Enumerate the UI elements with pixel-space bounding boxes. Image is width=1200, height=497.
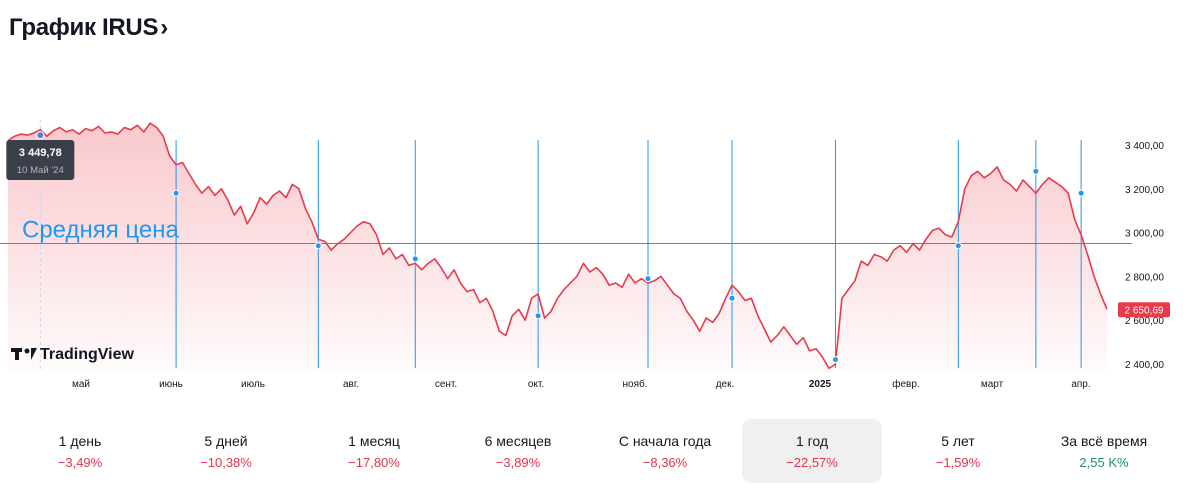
page-title-text: График IRUS <box>9 14 159 41</box>
period-tab[interactable]: 5 лет −1,59% <box>888 419 1028 483</box>
period-change: −8,36% <box>642 455 688 470</box>
x-tick-label: май <box>72 379 90 390</box>
period-change: 2,55 K% <box>1079 455 1129 470</box>
y-tick-label: 2 800,00 <box>1125 272 1164 283</box>
period-change: −17,80% <box>348 455 400 470</box>
last-price-label: 2 650,69 <box>1125 305 1164 316</box>
data-point-marker <box>411 255 419 263</box>
tooltip-box <box>6 140 75 180</box>
average-price-label: Средняя цена <box>22 217 179 244</box>
period-change: −1,59% <box>935 455 981 470</box>
data-point-marker <box>534 312 542 320</box>
period-tab[interactable]: С начала года −8,36% <box>595 419 735 483</box>
y-tick-label: 3 400,00 <box>1125 141 1164 152</box>
data-point-marker <box>1032 167 1040 175</box>
x-tick-label: сент. <box>435 379 457 390</box>
period-change: −22,57% <box>786 455 838 470</box>
tradingview-logo-text: TradingView <box>40 346 135 363</box>
x-tick-label: июль <box>241 379 265 390</box>
period-selector: 1 день −3,49% 5 дней −10,38% 1 месяц −17,80% 6… <box>0 419 1200 483</box>
period-change: −10,38% <box>200 455 252 470</box>
data-point-marker <box>728 294 736 302</box>
x-tick-label: окт. <box>528 379 544 390</box>
data-point-marker <box>172 189 180 197</box>
x-tick-label: дек. <box>716 379 735 390</box>
tradingview-logo: TradingView <box>11 346 135 363</box>
logo-wedge <box>31 348 37 360</box>
period-tab[interactable]: 5 дней −10,38% <box>156 419 296 483</box>
x-tick-label: июнь <box>159 379 183 390</box>
period-label: 1 год <box>795 433 829 449</box>
period-tab[interactable]: 1 месяц −17,80% <box>304 419 444 483</box>
period-tab[interactable]: 1 день −3,49% <box>10 419 150 483</box>
period-label: С начала года <box>618 433 712 449</box>
period-label: 6 месяцев <box>484 433 552 449</box>
period-tab[interactable]: 1 год −22,57% <box>742 419 882 483</box>
period-change: −3,49% <box>57 455 103 470</box>
x-tick-label: март <box>981 379 1004 390</box>
x-tick-label: февр. <box>892 378 919 390</box>
x-tick-label: нояб. <box>622 378 647 390</box>
x-tick-label: авг. <box>343 379 359 390</box>
data-point-marker <box>644 275 652 283</box>
data-point-marker <box>36 131 45 140</box>
period-label: 5 лет <box>941 433 975 449</box>
period-label: 5 дней <box>204 433 248 449</box>
data-point-marker <box>954 242 962 250</box>
price-line <box>7 122 1108 370</box>
x-tick-label: апр. <box>1071 379 1090 390</box>
period-label: 1 месяц <box>348 433 400 449</box>
price-area <box>8 123 1107 372</box>
x-tick-label: 2025 <box>809 379 832 390</box>
data-point-marker <box>314 242 322 250</box>
data-point-marker <box>1077 189 1085 197</box>
y-tick-label: 2 400,00 <box>1125 360 1164 371</box>
price-tooltip: 3 449,78 10 Май '24 <box>6 140 75 180</box>
logo-stem <box>15 348 19 360</box>
period-label: 1 день <box>58 433 102 449</box>
data-point-marker <box>831 356 839 364</box>
y-tick-label: 2 600,00 <box>1125 316 1164 327</box>
period-change: −3,89% <box>495 455 541 470</box>
y-tick-label: 3 200,00 <box>1125 185 1164 196</box>
period-label: За всё время <box>1060 433 1148 449</box>
period-tab[interactable]: За всё время 2,55 K% <box>1034 419 1174 483</box>
period-tab[interactable]: 6 месяцев −3,89% <box>448 419 588 483</box>
logo-dot <box>24 348 30 354</box>
y-tick-label: 3 000,00 <box>1125 229 1164 240</box>
page-title[interactable]: График IRUS› <box>9 14 168 42</box>
price-chart[interactable]: Средняя цена 3 449,78 10 Май '24 3 400,00 3 … <box>0 100 1200 400</box>
tooltip-date: 10 Май '24 <box>17 165 64 176</box>
last-price-badge <box>1118 302 1170 318</box>
tooltip-value: 3 449,78 <box>19 147 62 159</box>
chevron-right-icon: › <box>160 14 168 41</box>
